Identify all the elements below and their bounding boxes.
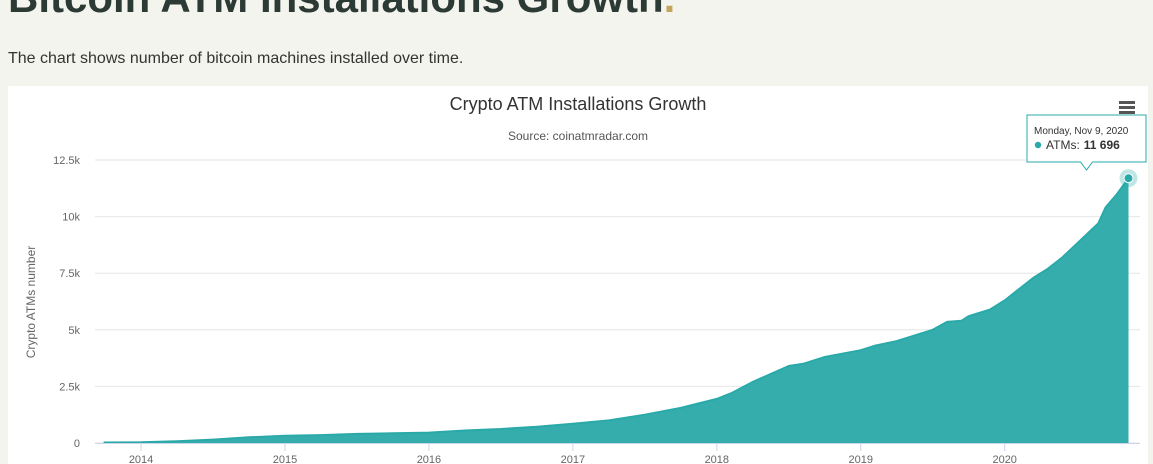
x-tick-label: 2020 — [992, 454, 1016, 464]
y-tick-label: 7.5k — [59, 268, 80, 280]
tooltip-date: Monday, Nov 9, 2020 — [1034, 126, 1129, 137]
menu-bar — [1119, 101, 1135, 104]
hover-point — [1123, 173, 1134, 184]
area-line — [103, 177, 1130, 444]
tooltip-value: 11 696 — [1084, 138, 1120, 152]
tooltip-value-line: ATMs: 11 696 — [1046, 138, 1120, 152]
page-heading: Bitcoin ATM Installations Growth. — [8, 0, 675, 21]
heading-text: Bitcoin ATM Installations Growth — [8, 0, 664, 21]
tooltip-series-label: ATMs: — [1046, 138, 1080, 152]
y-tick-label: 12.5k — [53, 155, 80, 167]
page-description: The chart shows number of bitcoin machin… — [8, 50, 463, 67]
y-axis-label: Crypto ATMs number — [24, 246, 38, 358]
x-tick-label: 2018 — [705, 454, 729, 464]
area-fill — [103, 178, 1129, 443]
chart-subtitle: Source: coinatmradar.com — [508, 129, 648, 143]
menu-bar — [1119, 111, 1135, 114]
menu-bar — [1119, 106, 1135, 109]
y-tick-label: 0 — [74, 438, 80, 450]
tooltip-dot — [1034, 141, 1042, 149]
x-tick-label: 2019 — [849, 454, 873, 464]
chart-title: Crypto ATM Installations Growth — [450, 94, 707, 114]
y-tick-label: 2.5k — [59, 381, 80, 393]
y-tick-label: 5k — [68, 325, 80, 337]
x-tick-label: 2015 — [273, 454, 297, 464]
x-tick-label: 2017 — [561, 454, 585, 464]
x-tick-label: 2016 — [417, 454, 441, 464]
x-tick-label: 2014 — [129, 454, 153, 464]
heading-dot: . — [664, 0, 676, 21]
tooltip-box — [1026, 114, 1147, 171]
y-tick-label: 10k — [62, 212, 80, 224]
menu-button[interactable] — [1116, 98, 1138, 118]
